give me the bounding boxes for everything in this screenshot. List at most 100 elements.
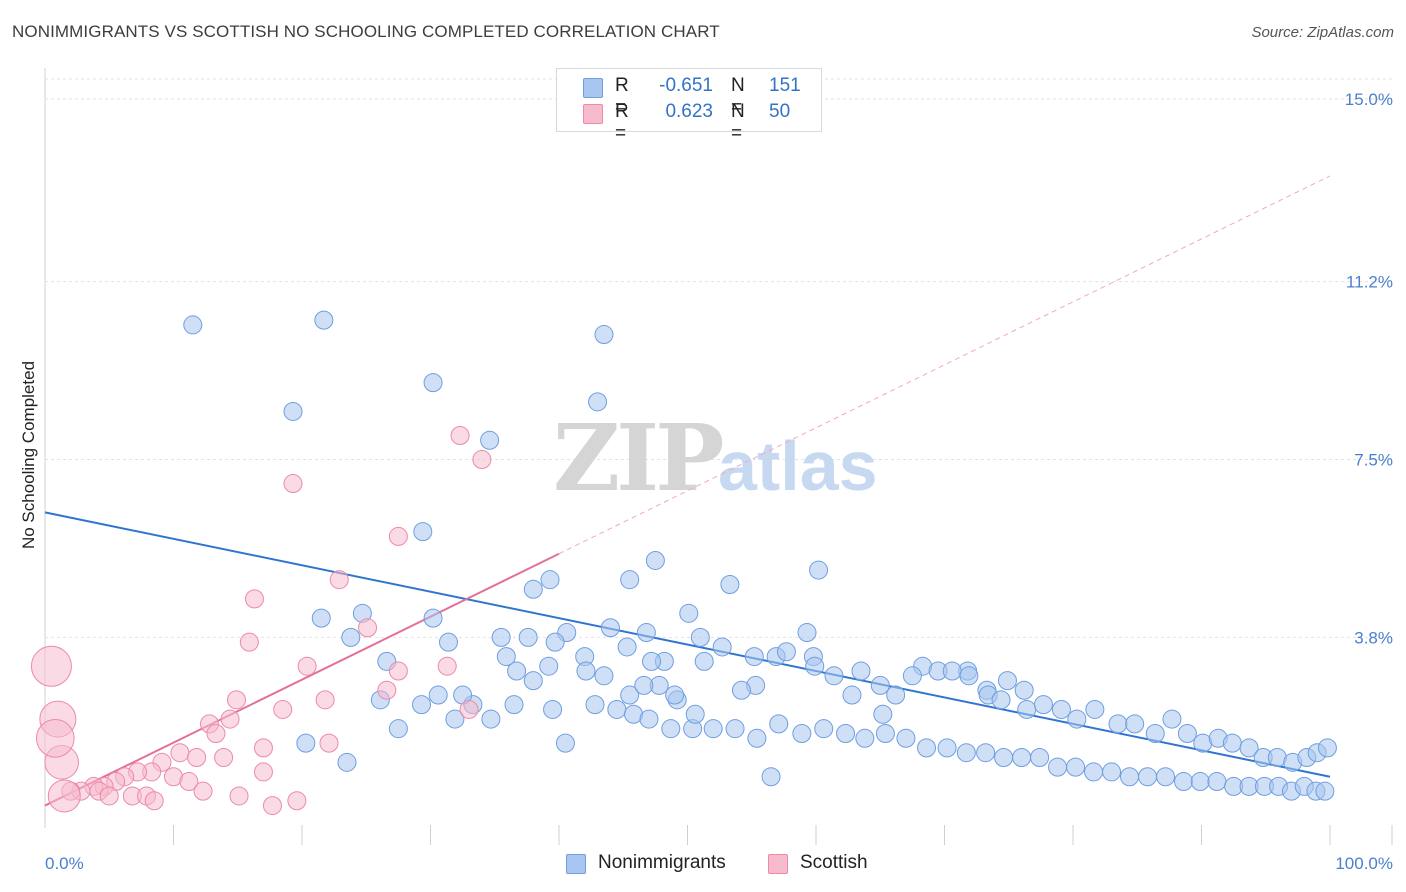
point-scottish [459,699,479,719]
point-nonimmigrants [1120,767,1140,787]
trend-line-scottish [44,552,560,807]
y-tick-label: 7.5% [1354,451,1393,470]
point-nonimmigrants [645,550,665,570]
point-nonimmigrants [870,675,890,695]
point-nonimmigrants [792,723,812,743]
point-nonimmigrants [576,661,596,681]
point-nonimmigrants [523,579,543,599]
point-scottish [144,791,164,811]
point-nonimmigrants [1207,772,1227,792]
point-nonimmigrants [1067,709,1087,729]
legend-n-label: N = [731,75,745,118]
point-nonimmigrants [942,661,962,681]
point-nonimmigrants [585,695,605,715]
point-scottish [450,425,470,445]
point-scottish [239,632,259,652]
point-nonimmigrants [480,430,500,450]
point-nonimmigrants [620,685,640,705]
point-nonimmigrants [797,623,817,643]
point-scottish [214,748,234,768]
point-nonimmigrants [1156,767,1176,787]
point-scottish [283,474,303,494]
point-scottish [315,690,335,710]
point-nonimmigrants [956,743,976,763]
point-nonimmigrants [1145,723,1165,743]
point-nonimmigrants [636,623,656,643]
point-nonimmigrants [1084,762,1104,782]
point-nonimmigrants [875,723,895,743]
x-tick-label-min: 0.0% [45,854,84,873]
point-nonimmigrants [634,675,654,695]
y-tick-label: 3.8% [1354,628,1393,647]
trend-line-scottish-extension [558,175,1331,555]
point-nonimmigrants [991,690,1011,710]
point-nonimmigrants [902,666,922,686]
point-nonimmigrants [731,680,751,700]
point-nonimmigrants [639,709,659,729]
point-nonimmigrants [690,627,710,647]
point-nonimmigrants [896,728,916,748]
point-scottish [377,680,397,700]
point-nonimmigrants [1317,738,1337,758]
legend-r-label: R = [615,101,629,144]
point-scottish [319,733,339,753]
legend-swatch-scottish [583,104,603,124]
point-scottish [244,589,264,609]
point-nonimmigrants [283,401,303,421]
point-scottish [170,743,190,763]
point-nonimmigrants [1102,762,1122,782]
y-tick-label: 15.0% [1345,90,1393,109]
chart-title: NONIMMIGRANTS VS SCOTTISH NO SCHOOLING C… [12,22,720,41]
legend-n-label: N = [731,101,745,144]
point-nonimmigrants [886,685,906,705]
point-scottish [99,786,119,806]
point-nonimmigrants [712,637,732,657]
point-nonimmigrants [617,637,637,657]
point-nonimmigrants [540,570,560,590]
legend-n-value-scottish: 50 [769,101,791,122]
point-nonimmigrants [491,627,511,647]
point-nonimmigrants [423,373,443,393]
point-nonimmigrants [594,325,614,345]
point-scottish [253,738,273,758]
point-nonimmigrants [917,738,937,758]
point-nonimmigrants [776,642,796,662]
point-nonimmigrants [937,738,957,758]
point-nonimmigrants [183,315,203,335]
point-nonimmigrants [543,699,563,719]
point-scottish [358,618,378,638]
point-nonimmigrants [413,522,433,542]
point-nonimmigrants [1033,695,1053,715]
point-nonimmigrants [412,695,432,715]
point-nonimmigrants [1315,781,1335,801]
y-tick-labels: 3.8% 7.5% 11.2% 15.0% [1345,90,1393,647]
y-axis-label: No Schooling Completed [19,361,38,549]
point-scottish [437,656,457,676]
point-nonimmigrants [642,651,662,671]
point-nonimmigrants [661,719,681,739]
watermark-zip: ZIP [553,404,722,512]
point-nonimmigrants [855,728,875,748]
point-scottish [253,762,273,782]
point-scottish [35,718,75,758]
point-nonimmigrants [1048,757,1068,777]
point-nonimmigrants [1108,714,1128,734]
point-nonimmigrants [1125,714,1145,734]
legend-r-value-scottish: 0.623 [665,101,713,122]
point-scottish [329,570,349,590]
point-nonimmigrants [720,574,740,594]
point-nonimmigrants [842,685,862,705]
point-scottish [262,796,282,816]
point-nonimmigrants [851,661,871,681]
point-nonimmigrants [594,666,614,686]
point-nonimmigrants [997,671,1017,691]
point-nonimmigrants [523,671,543,691]
point-nonimmigrants [445,709,465,729]
point-nonimmigrants [1017,699,1037,719]
point-nonimmigrants [1030,748,1050,768]
point-nonimmigrants [744,647,764,667]
point-scottish [229,786,249,806]
point-nonimmigrants [504,695,524,715]
point-nonimmigrants [311,608,331,628]
series-nonimmigrants [183,310,1337,801]
